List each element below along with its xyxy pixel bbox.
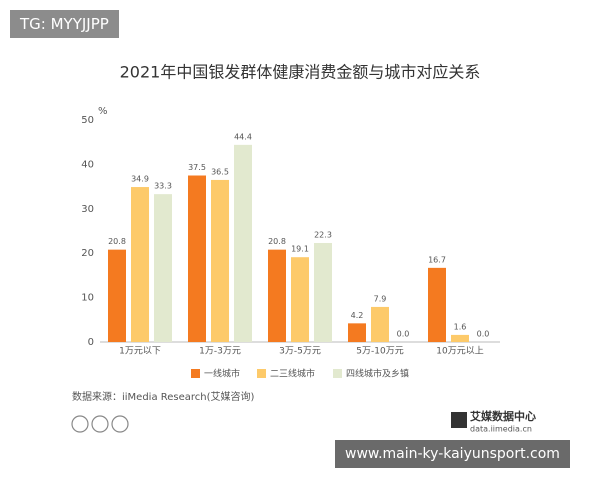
logo-name: 艾媒数据中心 — [470, 409, 536, 423]
watermark: TG: MYYJJPP — [10, 10, 119, 38]
value-label: 0.0 — [477, 330, 490, 339]
y-tick-label: 40 — [81, 159, 94, 170]
value-label: 4.2 — [351, 311, 364, 320]
bar — [371, 306, 389, 342]
value-label: 37.5 — [188, 163, 206, 172]
value-label: 16.7 — [428, 255, 446, 264]
value-label: 19.1 — [291, 245, 309, 254]
value-label: 1.6 — [454, 322, 467, 331]
legend-label: 四线城市及乡镇 — [346, 368, 409, 380]
value-label: 22.3 — [314, 230, 332, 239]
bar — [131, 187, 149, 342]
x-tick-label: 1万元以下 — [119, 347, 161, 357]
bar — [314, 242, 332, 342]
value-label: 44.4 — [234, 132, 252, 141]
y-tick-label: 0 — [88, 337, 94, 348]
y-tick-label: 20 — [81, 248, 94, 259]
x-tick-label: 5万-10万元 — [356, 347, 403, 357]
bar — [234, 144, 252, 342]
logo-icon — [451, 412, 467, 428]
legend-swatch — [333, 369, 342, 378]
y-tick-label: 10 — [81, 293, 94, 304]
legend-swatch — [257, 369, 266, 378]
value-label: 20.8 — [268, 237, 286, 246]
bar — [451, 334, 469, 342]
value-label: 0.0 — [397, 330, 410, 339]
x-tick-label: 1万-3万元 — [199, 347, 241, 357]
bar — [348, 323, 366, 342]
x-tick-label: 3万-5万元 — [279, 347, 321, 357]
legend-label: 一线城市 — [204, 368, 240, 380]
x-tick-label: 10万元以上 — [436, 346, 483, 357]
chart-title: 2021年中国银发群体健康消费金额与城市对应关系 — [120, 63, 481, 82]
y-tick-label: 30 — [81, 204, 94, 215]
value-label: 36.5 — [211, 167, 229, 176]
value-label: 7.9 — [374, 294, 387, 303]
value-label: 34.9 — [131, 175, 149, 184]
bar — [291, 257, 309, 342]
footer-url: www.main-ky-kaiyunsport.com — [335, 440, 570, 468]
logo-url: data.iimedia.cn — [470, 425, 532, 434]
legend-label: 二三线城市 — [270, 368, 315, 380]
bar — [428, 267, 446, 342]
legend-swatch — [191, 369, 200, 378]
y-unit: % — [98, 106, 108, 117]
bar — [108, 249, 126, 342]
license-icons — [71, 415, 129, 433]
bar — [268, 249, 286, 342]
bar — [188, 175, 206, 342]
bar — [154, 194, 172, 342]
value-label: 20.8 — [108, 237, 126, 246]
bar — [211, 179, 229, 342]
value-label: 33.3 — [154, 182, 172, 191]
source: 数据来源：iiMedia Research(艾媒咨询) — [72, 390, 255, 403]
y-tick-label: 50 — [81, 115, 94, 126]
